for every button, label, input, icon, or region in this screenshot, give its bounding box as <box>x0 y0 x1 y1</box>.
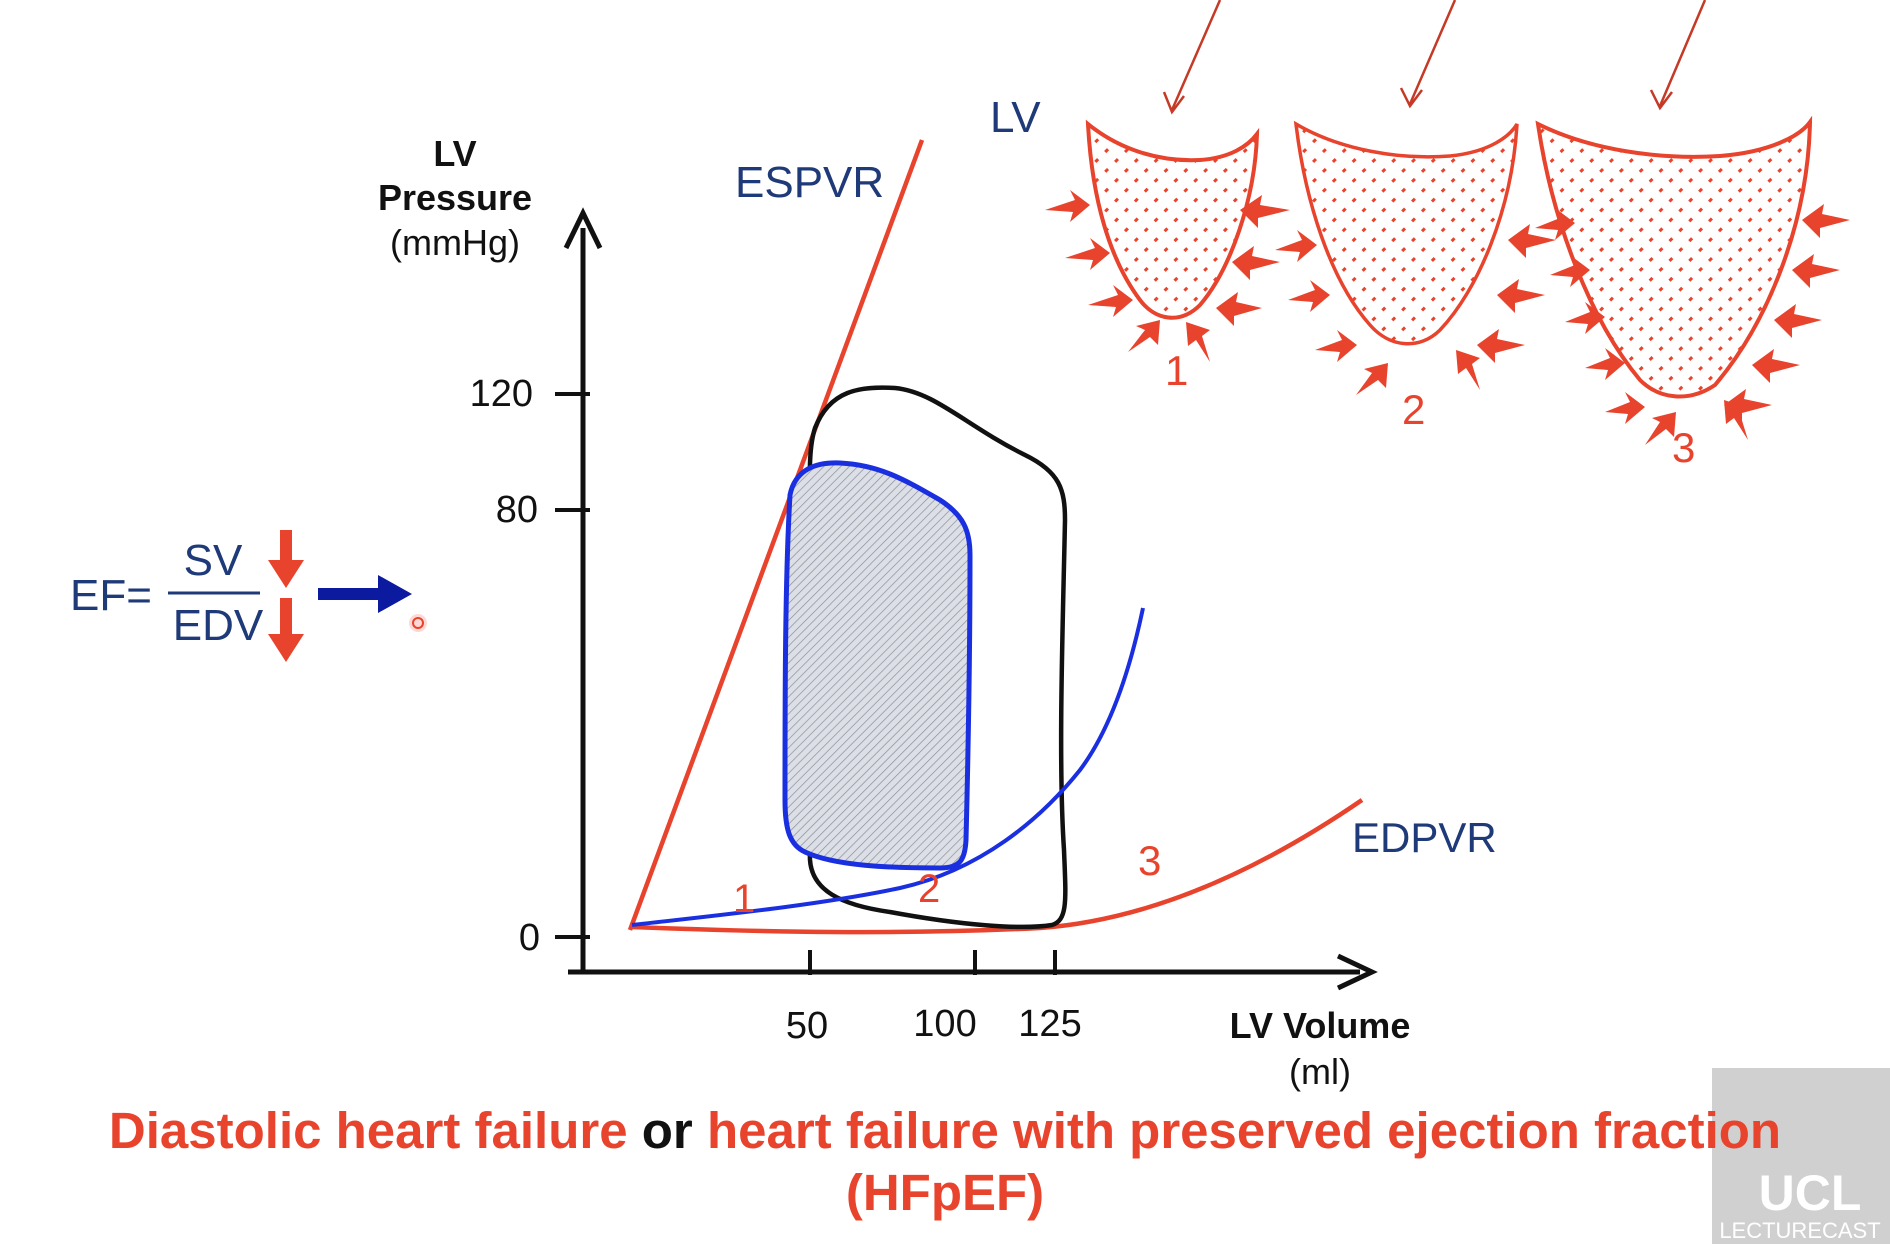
x-axis-arrowhead <box>1336 953 1378 991</box>
y-tick-label-0: 0 <box>519 917 540 959</box>
title-line-2: (HFpEF) <box>845 1164 1045 1221</box>
ef-result-arrow <box>318 575 412 613</box>
slide-title: Diastolic heart failure or heart failure… <box>0 1100 1890 1224</box>
logo-main: UCL <box>1759 1165 1862 1221</box>
y-tick-label-120: 120 <box>470 373 533 415</box>
ventricle-3-shape <box>1535 115 1813 399</box>
y-tick-label-80: 80 <box>496 489 538 531</box>
cursor-indicator <box>409 614 427 632</box>
pointer-arrow-3 <box>1658 0 1707 107</box>
x-tick-label-125: 125 <box>1018 1003 1081 1045</box>
x-tick-label-50: 50 <box>786 1005 828 1047</box>
espvr-label: ESPVR <box>735 158 884 207</box>
logo-sub: LECTURECAST <box>1719 1218 1880 1243</box>
sv-down-arrow <box>268 530 304 588</box>
y-axis-label-line2: Pressure <box>378 177 532 218</box>
x-axis-label: LV Volume <box>1230 1005 1411 1046</box>
ef-formula: EF= SV EDV <box>70 530 427 662</box>
axes: 120 80 0 50 100 125 LV Pressure (mmHg) L… <box>378 133 1410 1092</box>
ventricle-2-label: 2 <box>1402 386 1425 433</box>
x-axis-unit: (ml) <box>1289 1051 1351 1092</box>
y-axis-label-line1: LV <box>433 133 476 174</box>
stiff-edpvr-curve <box>631 607 1145 927</box>
espvr-line <box>627 139 925 931</box>
ef-denominator: EDV <box>173 601 264 650</box>
title-part-3: heart failure with preserved ejection fr… <box>706 1102 1782 1159</box>
hfpef-pv-loop <box>782 460 973 871</box>
curve-number-3: 3 <box>1138 837 1161 884</box>
ventricle-1-shape <box>1085 119 1260 320</box>
title-part-1: Diastolic heart failure <box>108 1102 628 1159</box>
title-part-2: or <box>627 1102 707 1159</box>
curve-number-2: 2 <box>918 867 940 911</box>
pressure-arrows <box>1045 190 1850 445</box>
ef-lhs: EF= <box>70 571 152 620</box>
edpvr-label: EDPVR <box>1352 814 1497 861</box>
ventricle-diagrams: LV <box>990 0 1850 471</box>
ventricle-3-label: 3 <box>1672 424 1695 471</box>
lv-label: LV <box>990 93 1041 142</box>
ventricle-1-label: 1 <box>1165 347 1188 394</box>
ef-numerator: SV <box>184 536 243 585</box>
title-line-1: Diastolic heart failure or heart failure… <box>0 1100 1890 1162</box>
y-axis-arrowhead <box>563 207 603 250</box>
edv-down-arrow <box>268 598 304 662</box>
curve-number-1: 1 <box>733 877 755 921</box>
curves: ESPVR EDPVR 1 2 3 <box>627 139 1497 935</box>
pointer-arrow-1 <box>1170 0 1222 111</box>
ucl-lecturecast-logo: UCL LECTURECAST <box>1712 1068 1890 1244</box>
x-tick-label-100: 100 <box>913 1003 976 1045</box>
pointer-arrow-2 <box>1408 0 1457 105</box>
y-axis-unit: (mmHg) <box>390 222 520 263</box>
ventricle-2-shape <box>1293 120 1519 346</box>
